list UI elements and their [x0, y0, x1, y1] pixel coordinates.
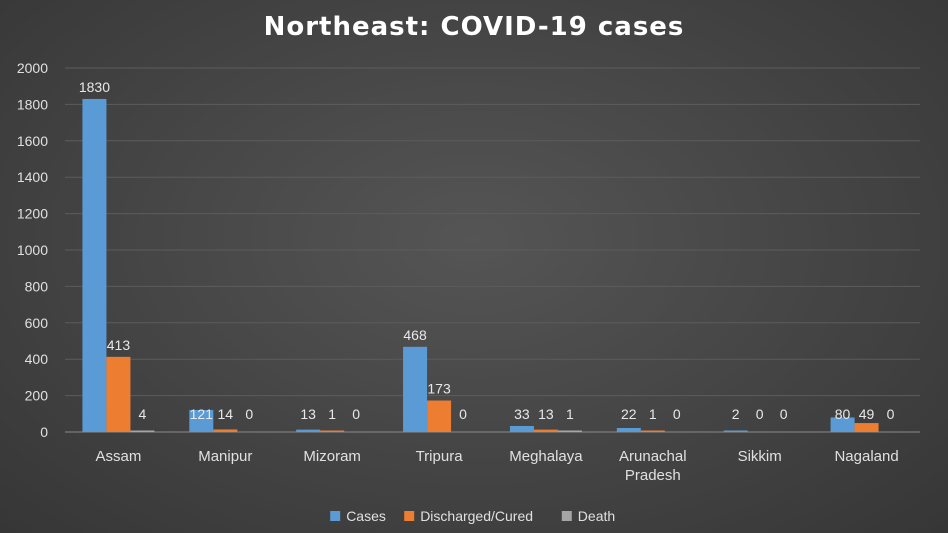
x-category-label: Mizoram: [303, 448, 361, 465]
y-tick-label: 200: [25, 388, 49, 404]
data-label: 0: [887, 406, 895, 422]
data-label: 0: [673, 406, 681, 422]
bar-death: [130, 430, 155, 432]
bar-cases: [830, 417, 855, 432]
data-label: 14: [218, 406, 234, 422]
bar-cases: [723, 430, 748, 432]
x-category-label: Manipur: [198, 448, 252, 465]
bar-discharged-cured: [640, 430, 665, 432]
y-tick-label: 0: [40, 424, 48, 440]
bar-discharged-cured: [106, 356, 131, 432]
data-label: 2: [732, 406, 740, 422]
x-category-label: Arunachal: [619, 448, 687, 465]
data-label: 1: [566, 406, 574, 422]
y-tick-label: 1400: [17, 169, 48, 185]
y-tick-label: 800: [25, 278, 49, 294]
bar-discharged-cured: [533, 429, 558, 432]
data-label: 1830: [79, 79, 110, 95]
bar-cases: [296, 429, 321, 432]
bar-discharged-cured: [854, 423, 879, 432]
y-tick-label: 600: [25, 315, 49, 331]
legend-swatch: [561, 511, 572, 521]
data-label: 0: [352, 406, 360, 422]
legend-label: Cases: [346, 508, 386, 524]
bar-discharged-cured: [427, 400, 452, 432]
data-label: 468: [403, 327, 427, 343]
legend-swatch: [330, 511, 341, 521]
data-label: 1: [649, 406, 657, 422]
data-label: 0: [756, 406, 764, 422]
bar-discharged-cured: [320, 430, 345, 432]
data-label: 80: [835, 406, 851, 422]
x-axis: Assam Manipur Mizoram Tripura Meghalaya Aruna…: [96, 448, 899, 484]
bar-death: [557, 430, 582, 432]
legend-label: Discharged/Cured: [420, 508, 533, 524]
bars: [82, 98, 879, 432]
legend-swatch: [404, 511, 415, 521]
data-label: 22: [621, 406, 637, 422]
data-label: 33: [514, 406, 530, 422]
y-axis: 0 200 400 600 800 1000 1200 1400 1600 1800 2000: [17, 60, 48, 440]
data-label: 173: [427, 381, 451, 397]
y-tick-label: 1800: [17, 96, 48, 112]
bar-cases: [189, 409, 214, 432]
y-tick-label: 1000: [17, 242, 48, 258]
data-label: 121: [190, 406, 214, 422]
y-tick-label: 1600: [17, 133, 48, 149]
data-label: 413: [107, 337, 131, 353]
bar-discharged-cured: [213, 429, 238, 432]
data-label: 0: [245, 406, 253, 422]
data-label: 0: [459, 406, 467, 422]
data-label: 1: [328, 406, 336, 422]
x-category-label: Assam: [96, 448, 142, 465]
data-label: 49: [859, 406, 875, 422]
legend-label: Death: [578, 508, 615, 524]
y-tick-label: 2000: [17, 60, 48, 76]
x-category-label: Sikkim: [738, 448, 782, 465]
x-category-label: Nagaland: [834, 448, 898, 465]
x-category-label: Tripura: [416, 448, 464, 465]
bar-cases: [509, 425, 534, 432]
chart-title: Northeast: COVID-19 cases: [264, 12, 685, 42]
x-category-label: Meghalaya: [509, 448, 583, 465]
bar-cases: [82, 98, 107, 432]
legend: Cases Discharged/Cured Death: [330, 508, 615, 524]
data-label: 13: [538, 406, 554, 422]
bar-cases: [403, 346, 428, 432]
bar-cases: [616, 427, 641, 432]
data-label: 13: [300, 406, 316, 422]
data-label: 0: [780, 406, 788, 422]
y-tick-label: 400: [25, 351, 49, 367]
gridlines: [65, 67, 920, 433]
x-category-label: Pradesh: [625, 467, 681, 484]
data-label: 4: [139, 406, 147, 422]
y-tick-label: 1200: [17, 206, 48, 222]
